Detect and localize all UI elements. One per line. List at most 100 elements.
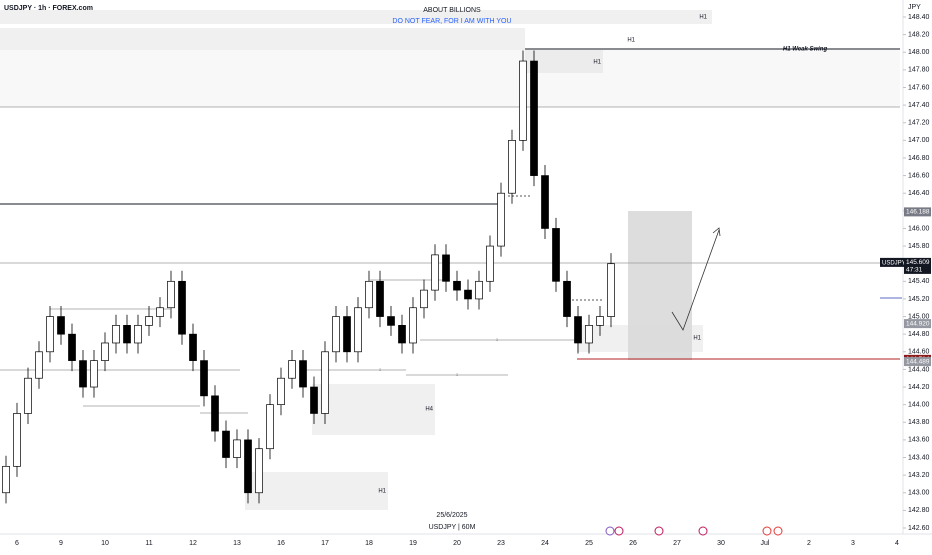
small-label: 3 [496, 337, 499, 342]
symbol-title: USDJPY · 1h · FOREX.com [4, 5, 93, 12]
candle-body [68, 333, 76, 361]
y-tick-label: 146.00 [908, 225, 930, 232]
price-marker [904, 207, 931, 217]
event-icon[interactable] [698, 526, 708, 536]
y-tick-label: 148.20 [908, 31, 930, 38]
candle-body [310, 386, 318, 414]
candle-body [343, 316, 351, 353]
candle-body [596, 316, 604, 326]
x-tick-label: 2 [807, 540, 811, 547]
y-tick-label: 145.00 [908, 313, 930, 320]
zone [525, 50, 603, 73]
x-tick-label: 3 [851, 540, 855, 547]
candle-body [453, 280, 461, 291]
candle-body [508, 139, 516, 194]
candle-body [574, 316, 582, 344]
y-tick-label: 147.20 [908, 120, 930, 127]
candle-body [552, 228, 560, 282]
candle-body [607, 263, 615, 317]
candle-body [123, 325, 131, 344]
candle-body [409, 307, 417, 344]
swing-label: H1 Weak Swing [783, 47, 828, 53]
zone-label: H1 [699, 15, 707, 21]
candle-body [145, 316, 153, 326]
candle-body [233, 439, 241, 458]
candle-body [431, 254, 439, 291]
candle-body [299, 360, 307, 388]
target-box [628, 211, 692, 360]
x-tick-label: 6 [15, 540, 19, 547]
y-tick-label: 143.40 [908, 454, 930, 461]
y-tick-label: 147.80 [908, 67, 930, 74]
y-tick-label: 145.80 [908, 243, 930, 250]
candle-body [134, 325, 142, 344]
candle-body [112, 325, 120, 344]
event-icon[interactable] [773, 526, 783, 536]
price-marker [904, 319, 931, 329]
candle-body [563, 280, 571, 317]
x-tick-label: 9 [59, 540, 63, 547]
last-price-marker [904, 257, 931, 274]
date-label: 25/6/2025 [436, 512, 467, 519]
candle-body [332, 316, 340, 353]
x-tick-label: 16 [277, 540, 285, 547]
y-tick-label: 142.80 [908, 507, 930, 514]
symbol-label: USDJPY | 60M [429, 524, 476, 531]
candle-body [464, 289, 472, 300]
event-icon[interactable] [605, 526, 615, 536]
x-tick-label: 4 [895, 540, 899, 547]
zone [245, 472, 388, 510]
candle-body [288, 360, 296, 379]
y-tick-label: 144.40 [908, 366, 930, 373]
x-tick-label: 10 [101, 540, 109, 547]
candle-body [46, 316, 54, 353]
candle-body [398, 325, 406, 344]
candle-body [57, 316, 65, 335]
candle-body [442, 254, 450, 282]
y-tick-label: 144.60 [908, 349, 930, 356]
price-marker [904, 357, 931, 367]
y-tick-label: 143.80 [908, 419, 930, 426]
event-icon[interactable] [614, 526, 624, 536]
x-tick-label: 19 [409, 540, 417, 547]
x-tick-label: 20 [453, 540, 461, 547]
candle-body [530, 60, 538, 176]
y-tick-label: 146.60 [908, 172, 930, 179]
candle-body [211, 395, 219, 432]
x-tick-label: 17 [321, 540, 329, 547]
x-tick-label: 30 [717, 540, 725, 547]
subheader: DO NOT FEAR, FOR I AM WITH YOU [392, 18, 511, 25]
candle-body [475, 280, 483, 300]
y-tick-label: 142.60 [908, 525, 930, 532]
candle-body [167, 280, 175, 309]
candle-body [24, 377, 32, 414]
y-tick-label: 144.00 [908, 401, 930, 408]
candle-body [244, 439, 252, 494]
last-price-label: 145.609 [906, 259, 930, 266]
y-tick-label: 143.20 [908, 472, 930, 479]
price-marker-label: 144.489 [906, 358, 930, 365]
y-tick-label: 147.60 [908, 84, 930, 91]
candle-body [90, 360, 98, 388]
small-label: 3 [456, 372, 459, 377]
candle-body [541, 175, 549, 229]
event-icon[interactable] [654, 526, 664, 536]
candle-body [2, 465, 10, 494]
candle-body [35, 351, 43, 379]
zone-label: H1 [627, 38, 635, 44]
event-icon[interactable] [762, 526, 772, 536]
zone-label: H1 [693, 336, 701, 342]
price-marker-label: 146.188 [906, 209, 930, 216]
x-tick-label: 27 [673, 540, 681, 547]
x-tick-label: 18 [365, 540, 373, 547]
y-tick-label: 143.60 [908, 437, 930, 444]
zone-label: H1 [593, 60, 601, 66]
candle-body [13, 413, 21, 467]
candle-body [376, 280, 384, 317]
candle-body [387, 316, 395, 326]
price-marker-label: 144.920 [906, 320, 930, 327]
zone-label: H4 [425, 407, 433, 413]
y-tick-label: 147.00 [908, 137, 930, 144]
small-label: 3 [379, 367, 382, 372]
